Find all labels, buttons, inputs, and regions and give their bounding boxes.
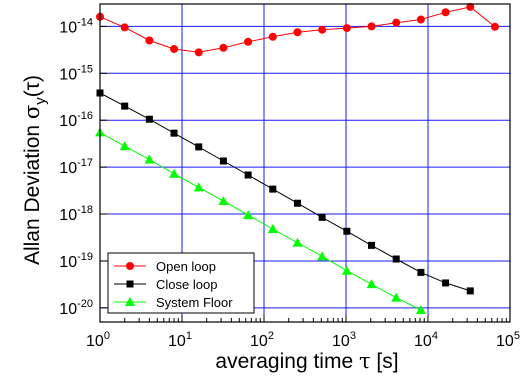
data-point-open-loop [416, 15, 425, 24]
y-tick-label: 10-16 [59, 110, 93, 130]
data-point-close-loop [145, 115, 153, 123]
data-point-open-loop [441, 8, 450, 17]
data-point-open-loop [392, 18, 401, 27]
data-point-system-floor [341, 265, 352, 275]
data-point-system-floor [317, 251, 328, 261]
data-point-close-loop [269, 185, 277, 193]
data-point-system-floor [415, 305, 426, 315]
data-point-open-loop [466, 2, 475, 11]
data-point-system-floor [119, 141, 130, 151]
data-point-close-loop [293, 199, 301, 207]
x-axis-label: averaging time τ [s] [215, 349, 398, 373]
y-tick-label: 10-14 [59, 16, 93, 36]
data-point-system-floor [292, 237, 303, 247]
data-point-system-floor [391, 292, 402, 302]
data-point-close-loop [442, 279, 450, 287]
data-point-open-loop [120, 23, 129, 32]
y-tick-label: 10-20 [59, 298, 93, 318]
x-tick-label: 101 [168, 330, 192, 350]
data-point-open-loop [194, 48, 203, 57]
legend-marker-system-floor [125, 297, 135, 306]
legend-marker-close-loop [126, 280, 134, 288]
y-axis-label: Allan Deviation σy(τ) [20, 75, 49, 265]
plot-frame [99, 3, 511, 323]
x-tick-labels: 100 101 102 103 104 105 [86, 330, 520, 350]
x-tick-label: 104 [414, 330, 438, 350]
ticks [99, 25, 511, 322]
data-point-system-floor [366, 279, 377, 289]
series-system-floor [95, 127, 426, 315]
data-point-system-floor [218, 195, 229, 205]
legend-item-open-loop: Open loop [114, 259, 216, 274]
legend-item-system-floor: System Floor [114, 295, 233, 310]
series-open-loop [96, 2, 499, 57]
x-tick-label: 102 [250, 330, 274, 350]
y-tick-label: 10-19 [59, 251, 93, 271]
data-point-open-loop [145, 36, 154, 45]
data-point-system-floor [243, 210, 254, 220]
data-point-system-floor [267, 224, 278, 234]
legend-item-close-loop: Close loop [114, 277, 217, 292]
data-point-close-loop [368, 241, 376, 249]
data-point-open-loop [219, 43, 228, 52]
series-close-loop [96, 89, 474, 295]
y-tick-label: 10-18 [59, 204, 93, 224]
data-point-close-loop [244, 171, 252, 179]
data-point-system-floor [144, 154, 155, 164]
legend-label-system-floor: System Floor [156, 295, 233, 310]
data-point-open-loop [268, 32, 277, 41]
data-point-open-loop [490, 22, 499, 31]
data-point-close-loop [121, 102, 129, 110]
legend: Open loop Close loop System Floor [107, 252, 255, 314]
series-layer [95, 2, 499, 315]
data-point-open-loop [318, 25, 327, 34]
y-tick-label: 10-17 [59, 157, 93, 177]
data-point-open-loop [342, 24, 351, 33]
legend-label-close-loop: Close loop [156, 277, 217, 292]
data-point-close-loop [195, 143, 203, 151]
series-line-system-floor [99, 131, 422, 311]
series-line-close-loop [99, 92, 471, 292]
data-point-close-loop [417, 268, 425, 276]
x-tick-label: 100 [86, 330, 110, 350]
y-tick-labels: 10-14 10-15 10-16 10-17 10-18 10-19 10-20 [59, 16, 93, 317]
data-point-open-loop [293, 28, 302, 37]
data-point-close-loop [219, 157, 227, 165]
data-point-close-loop [392, 255, 400, 263]
data-point-close-loop [170, 129, 178, 137]
data-point-open-loop [367, 22, 376, 31]
x-tick-label: 105 [496, 330, 520, 350]
data-point-close-loop [466, 287, 474, 295]
y-tick-label: 10-15 [59, 63, 93, 83]
x-tick-label: 103 [332, 330, 356, 350]
legend-marker-open-loop [126, 262, 134, 270]
data-point-close-loop [318, 213, 326, 221]
data-point-system-floor [193, 182, 204, 192]
data-point-close-loop [343, 227, 351, 235]
legend-label-open-loop: Open loop [156, 259, 216, 274]
data-point-open-loop [170, 44, 179, 53]
data-point-open-loop [244, 37, 253, 46]
data-point-system-floor [169, 168, 180, 178]
